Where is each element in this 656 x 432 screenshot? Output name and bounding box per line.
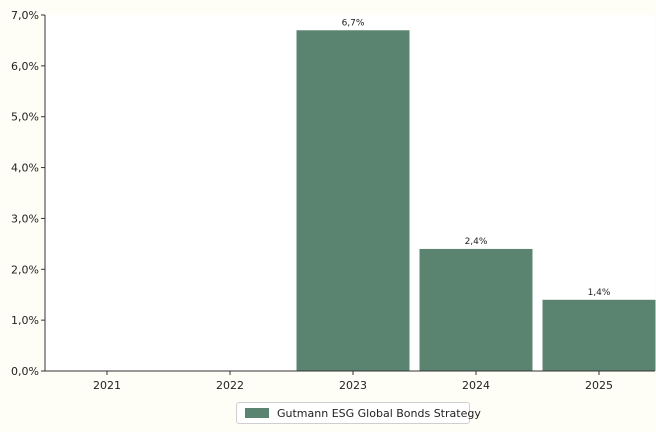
bar-2024 [419,248,533,371]
bar-2025 [542,299,656,371]
y-tick-label: 7,0% [11,9,39,22]
x-tick-label: 2022 [216,379,244,392]
bar-2023 [296,30,410,372]
y-tick-label: 1,0% [11,314,39,327]
data-labels: 6,7% 2,4% 1,4% [342,18,611,298]
x-tick-label: 2025 [585,379,613,392]
y-tick-label: 5,0% [11,111,39,124]
bars [296,30,656,372]
legend: Gutmann ESG Global Bonds Strategy [236,402,481,424]
y-axis-ticks: 0,0% 1,0% 2,0% 3,0% 4,0% 5,0% 6,0% 7,0% [11,9,45,378]
y-tick-label: 4,0% [11,162,39,175]
y-tick-label: 3,0% [11,212,39,225]
x-tick-label: 2024 [462,379,490,392]
data-label-2024: 2,4% [465,237,488,247]
y-tick-label: 6,0% [11,60,39,73]
x-axis-ticks: 2021 2022 2023 2024 2025 [93,371,613,392]
legend-label: Gutmann ESG Global Bonds Strategy [277,406,481,420]
x-tick-label: 2021 [93,379,121,392]
data-label-2025: 1,4% [588,288,611,298]
y-tick-label: 0,0% [11,365,39,378]
data-label-2023: 6,7% [342,18,365,28]
legend-swatch [245,408,269,418]
y-tick-label: 2,0% [11,263,39,276]
x-tick-label: 2023 [339,379,367,392]
